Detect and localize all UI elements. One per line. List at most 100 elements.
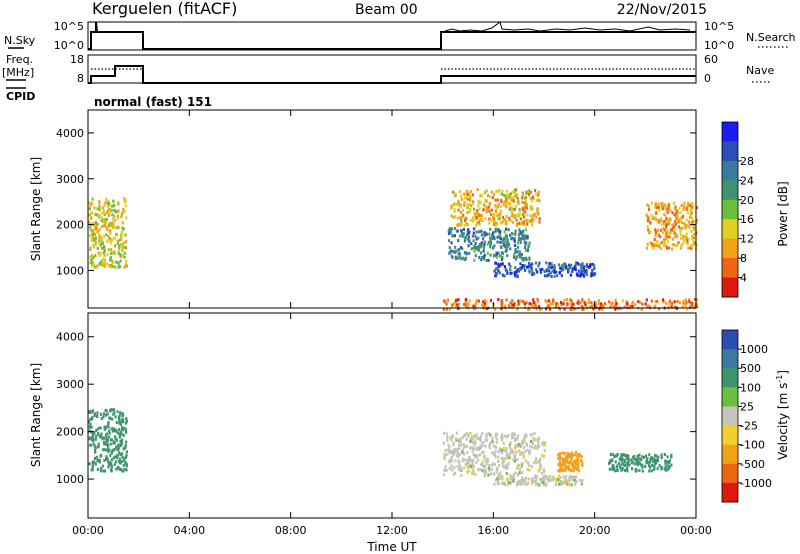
echo-cell xyxy=(537,198,540,202)
echo-cell xyxy=(469,458,472,462)
echo-cell xyxy=(490,208,493,212)
echo-cell xyxy=(683,205,686,209)
echo-cell xyxy=(569,475,572,479)
echo-cell xyxy=(474,456,477,459)
echo-cell xyxy=(631,304,634,308)
echo-cell xyxy=(464,201,467,205)
colorbar-tick-label: 8 xyxy=(740,252,747,265)
echo-cell xyxy=(558,271,561,275)
echo-cell xyxy=(450,241,453,245)
echo-cell xyxy=(497,459,500,463)
echo-cell xyxy=(525,219,528,222)
echo-cell xyxy=(530,267,533,271)
echo-cell xyxy=(687,237,690,241)
echo-cell xyxy=(685,232,688,236)
echo-cell xyxy=(505,203,508,206)
echo-cell xyxy=(571,270,574,273)
echo-cell xyxy=(661,201,664,205)
colorbar-swatch xyxy=(722,122,738,142)
echo-cell xyxy=(674,205,677,209)
echo-cell xyxy=(554,478,557,482)
echo-cell xyxy=(664,242,667,246)
echo-cell xyxy=(580,455,583,458)
echo-cell xyxy=(91,221,94,225)
echo-cell xyxy=(490,463,493,467)
echo-cell xyxy=(636,463,640,467)
echo-cell xyxy=(559,307,562,311)
echo-cell xyxy=(485,438,488,442)
echo-cell xyxy=(521,439,524,443)
colorbar-tick-label: 100 xyxy=(740,381,761,394)
echo-cell xyxy=(523,480,526,484)
echo-cell xyxy=(477,299,480,303)
echo-cell xyxy=(498,214,501,218)
echo-cell xyxy=(98,254,101,258)
echo-cell xyxy=(123,234,126,237)
echo-cell xyxy=(666,468,669,472)
echo-cell xyxy=(574,480,577,484)
echo-cell xyxy=(668,219,671,223)
echo-cell xyxy=(509,449,512,453)
echo-cell xyxy=(489,253,492,257)
echo-cell xyxy=(518,479,521,483)
echo-cell xyxy=(473,443,476,447)
echo-cell xyxy=(518,250,521,254)
echo-cell xyxy=(530,445,533,449)
echo-cell xyxy=(479,244,482,248)
echo-cell xyxy=(95,226,98,230)
echo-cell xyxy=(599,302,603,306)
echo-cell xyxy=(521,471,524,475)
echo-cell xyxy=(472,448,475,451)
echo-cell xyxy=(458,447,461,451)
echo-cell xyxy=(523,196,526,200)
echo-cell xyxy=(566,461,570,465)
x-tick-label: 00:00 xyxy=(680,524,712,537)
freq-tick-bottom: 8 xyxy=(77,72,84,85)
echo-cell xyxy=(570,263,573,267)
echo-cell xyxy=(97,251,100,255)
echo-cell xyxy=(527,191,530,195)
echo-cell xyxy=(477,199,480,203)
echo-cell xyxy=(98,240,101,244)
echo-cell xyxy=(496,482,499,486)
echo-cell xyxy=(468,230,471,234)
echo-cell xyxy=(488,446,492,450)
echo-cell xyxy=(515,274,518,278)
echo-cell xyxy=(97,207,100,211)
echo-cell xyxy=(102,440,106,444)
echo-cell xyxy=(488,209,491,213)
echo-cell xyxy=(115,225,118,229)
echo-cell xyxy=(485,435,488,439)
echo-cell xyxy=(118,451,121,455)
echo-cell xyxy=(576,467,579,471)
echo-cell xyxy=(120,215,123,219)
echo-cell xyxy=(102,209,105,213)
echo-cell xyxy=(444,300,447,304)
echo-cell xyxy=(117,261,120,265)
echo-cell xyxy=(497,203,500,207)
echo-cell xyxy=(591,268,594,272)
echo-cell xyxy=(88,425,91,429)
echo-cell xyxy=(114,460,118,464)
echo-cell xyxy=(111,204,114,208)
echo-cell xyxy=(121,428,124,432)
echo-cell xyxy=(452,302,455,306)
colorbar-swatch xyxy=(722,368,738,388)
echo-cell xyxy=(448,458,452,462)
echo-cell xyxy=(488,221,491,225)
echo-cell xyxy=(525,301,528,305)
echo-cell xyxy=(672,226,675,230)
echo-cell xyxy=(109,454,112,458)
echo-cell xyxy=(612,466,616,470)
echo-cell xyxy=(460,197,464,201)
echo-cell xyxy=(540,307,543,311)
echo-cell xyxy=(565,303,569,307)
echo-cell xyxy=(110,238,113,242)
echo-cell xyxy=(641,469,644,473)
echo-cell xyxy=(630,461,633,465)
echo-cell xyxy=(659,235,662,239)
echo-cell xyxy=(505,456,508,460)
echo-cell xyxy=(663,244,666,248)
echo-cell xyxy=(514,248,517,252)
